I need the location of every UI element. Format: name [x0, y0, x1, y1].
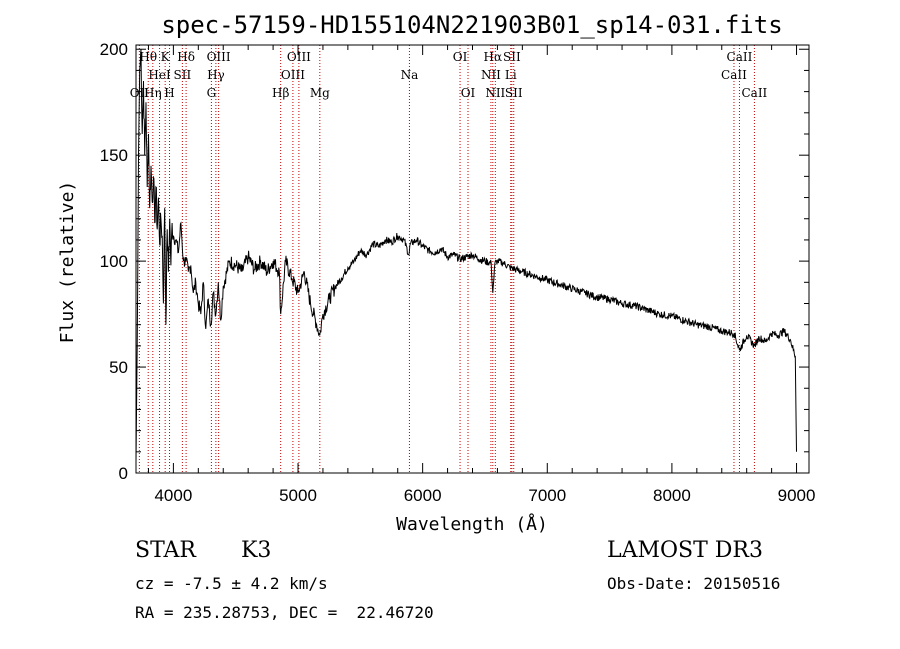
- emission-line-label: OI: [461, 86, 476, 100]
- object-class: STAR: [135, 538, 196, 563]
- x-tick-label: 4000: [154, 486, 192, 505]
- y-tick-label: 50: [109, 358, 128, 377]
- emission-line-label: G: [207, 86, 217, 100]
- emission-line-label: Li: [505, 68, 517, 82]
- x-axis-label: Wavelength (Å): [396, 513, 548, 535]
- emission-line-label: CaII: [721, 68, 747, 82]
- emission-line-label: Hδ: [177, 50, 195, 64]
- spectrum-layer: [135, 49, 797, 463]
- plot-frame: [135, 44, 810, 474]
- obs-date: Obs-Date: 20150516: [607, 574, 781, 593]
- emission-line-label: K: [161, 50, 171, 64]
- emission-line-label: Hα: [484, 50, 503, 64]
- y-tick-label: 0: [119, 464, 128, 483]
- emission-line-label: SII: [505, 86, 523, 100]
- emission-line-label: OI: [453, 50, 468, 64]
- emission-line-label: Hγ: [207, 68, 225, 82]
- y-tick-label: 150: [100, 146, 128, 165]
- x-tick-label: 5000: [279, 486, 317, 505]
- emission-line-label: Hβ: [272, 86, 289, 100]
- emission-line-label: Hθ: [139, 50, 157, 64]
- emission-line-label: H: [164, 86, 174, 100]
- object-subclass: K3: [241, 538, 272, 563]
- x-tick-label: 9000: [778, 486, 816, 505]
- survey-name: LAMOST DR3: [607, 538, 763, 563]
- emission-line-label: CaII: [727, 50, 753, 64]
- y-tick-label: 100: [100, 252, 128, 271]
- x-tick-label: 8000: [653, 486, 691, 505]
- emission-line-label: OIII: [207, 50, 231, 64]
- emission-line-label: Na: [401, 68, 419, 82]
- emission-line-label: SII: [503, 50, 521, 64]
- axes-layer: 4000 5000 6000 7000 8000 9000 0 50 100 150 200: [100, 40, 816, 505]
- emission-line-label: HeI: [148, 68, 171, 82]
- emission-line-label: NII: [481, 68, 501, 82]
- x-tick-label: 6000: [404, 486, 442, 505]
- x-tick-label: 7000: [528, 486, 566, 505]
- emission-line-label: Hη: [144, 86, 162, 100]
- emission-line-label: OIII: [281, 68, 305, 82]
- coordinates-text: RA = 235.28753, DEC = 22.46720: [135, 603, 434, 622]
- emission-line-label: Mg: [310, 86, 330, 100]
- emission-line-label: OIII: [287, 50, 311, 64]
- emission-line-label: SII: [174, 68, 192, 82]
- emission-line-label: NII: [485, 86, 505, 100]
- redshift-text: cz = -7.5 ± 4.2 km/s: [135, 574, 328, 593]
- spectrum-line: [135, 49, 797, 463]
- y-tick-label: 200: [100, 40, 128, 59]
- y-axis-label: Flux (relative): [57, 181, 78, 344]
- emission-line-label: CaII: [741, 86, 767, 100]
- chart-title: spec-57159-HD155104N221903B01_sp14-031.f…: [161, 11, 782, 39]
